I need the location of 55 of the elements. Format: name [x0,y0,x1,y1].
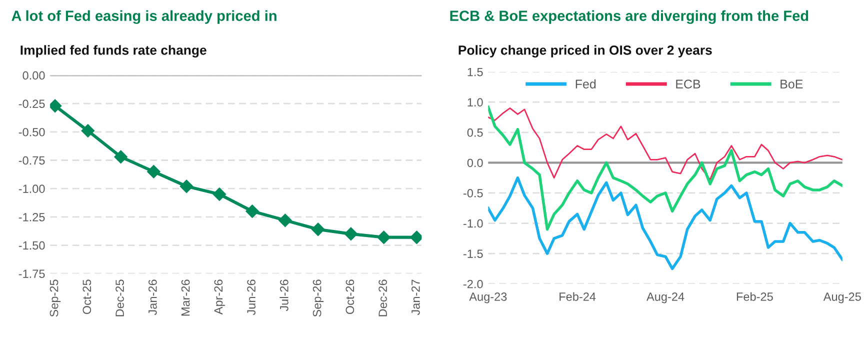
x-tick-label: Apr-26 [214,280,225,315]
x-tick-label: Aug-24 [646,292,684,304]
y-tick-label: 0.0 [467,158,483,168]
x-tick-label: Aug-23 [469,292,507,304]
x-tick-label: Aug-25 [823,292,861,304]
point [311,222,325,236]
y-tick-label: -2.0 [463,280,483,288]
x-tick-label: Sep-25 [50,280,61,317]
x-tick-label: Feb-24 [560,292,596,301]
point [81,124,95,138]
y-tick-label: -0.75 [18,156,45,165]
x-tick-label: Sep-26 [312,280,324,317]
line-series [488,107,842,180]
legend-label: BoE [780,80,803,88]
point [278,214,292,227]
point [114,150,128,164]
y-tick-label: -0.50 [18,128,45,136]
y-tick-label: -0.25 [18,100,45,108]
point [410,230,422,244]
x-tick-label: Mar-26 [181,280,190,316]
y-tick-label: -1.75 [18,270,45,278]
legend-label: Fed [576,79,596,88]
y-tick-label: 1.5 [468,68,483,76]
chart-subtitle: Policy change priced in OIS over 2 years [458,45,712,58]
point [344,227,358,241]
point [50,99,62,112]
x-tick-label: Jun-26 [247,280,256,316]
legend-label: ECB [676,80,700,88]
point [246,204,259,218]
y-tick-label: 1.0 [468,98,483,107]
y-tick-label: -1.25 [18,212,45,222]
x-tick-label: Jul-26 [280,280,288,312]
y-tick-label: -1.0 [463,219,483,228]
y-tick-label: -1.00 [18,184,45,193]
point [377,230,390,244]
x-tick-label: Feb-25 [736,292,773,301]
line-series [488,176,842,270]
x-tick-label: Jan-27 [412,280,420,316]
x-tick-label: Oct-26 [346,280,354,314]
chart-subtitle: Implied fed funds rate change [20,45,206,58]
line-series [488,106,842,231]
point [180,180,194,193]
y-tick-label: 0.00 [22,71,45,80]
x-tick-label: Dec-25 [116,280,124,316]
chart-title: A lot of Fed easing is already priced in [12,10,276,24]
y-tick-label: -1.5 [463,250,483,258]
point [147,165,160,178]
x-tick-label: Oct-25 [82,280,92,314]
x-tick-label: Dec-26 [378,280,387,316]
y-tick-label: -1.50 [18,241,45,250]
chart-title: ECB & BoE expectations are diverging from the Fed [450,10,808,24]
y-tick-label: 0.5 [467,128,483,137]
y-tick-label: -0.5 [463,189,483,198]
point [212,188,226,201]
x-tick-label: Jan-26 [148,280,157,316]
